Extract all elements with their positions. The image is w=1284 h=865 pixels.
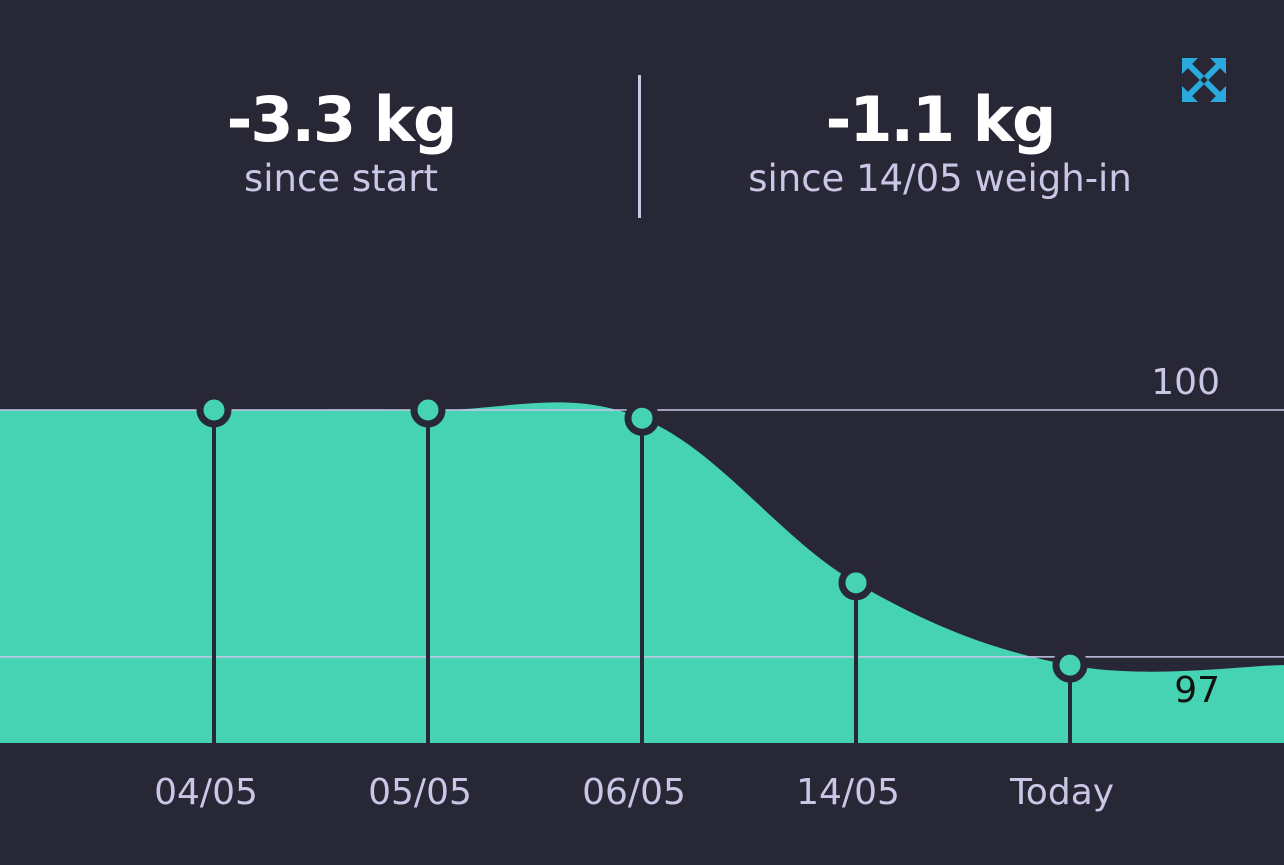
- data-point: [624, 400, 660, 436]
- data-point: [838, 565, 874, 601]
- since-last-weigh-in-label: since 14/05 weigh-in: [748, 157, 1132, 200]
- since-last-weigh-in-value: -1.1 kg: [825, 83, 1057, 156]
- since-start-stat: -3.3 kg since start: [141, 82, 541, 204]
- data-point: [1052, 647, 1088, 683]
- expand-arrows-icon: [1182, 58, 1226, 102]
- x-tick-label: Today: [1009, 772, 1114, 813]
- reference-label-100: 100: [1151, 362, 1220, 403]
- since-start-value: -3.3 kg: [226, 83, 458, 156]
- x-tick-label: 04/05: [154, 772, 258, 813]
- x-tick-label: 14/05: [796, 772, 900, 813]
- stat-divider: [638, 75, 641, 218]
- x-tick-label: 05/05: [368, 772, 472, 813]
- data-point: [196, 392, 232, 428]
- since-last-weigh-in-stat: -1.1 kg since 14/05 weigh-in: [740, 82, 1140, 204]
- x-tick-label: 06/05: [582, 772, 686, 813]
- reference-label-97: 97: [1174, 670, 1220, 711]
- weight-summary: -3.3 kg since start -1.1 kg since 14/05 …: [0, 0, 1284, 250]
- expand-button[interactable]: [1180, 56, 1228, 104]
- since-start-label: since start: [243, 157, 439, 200]
- data-point: [410, 392, 446, 428]
